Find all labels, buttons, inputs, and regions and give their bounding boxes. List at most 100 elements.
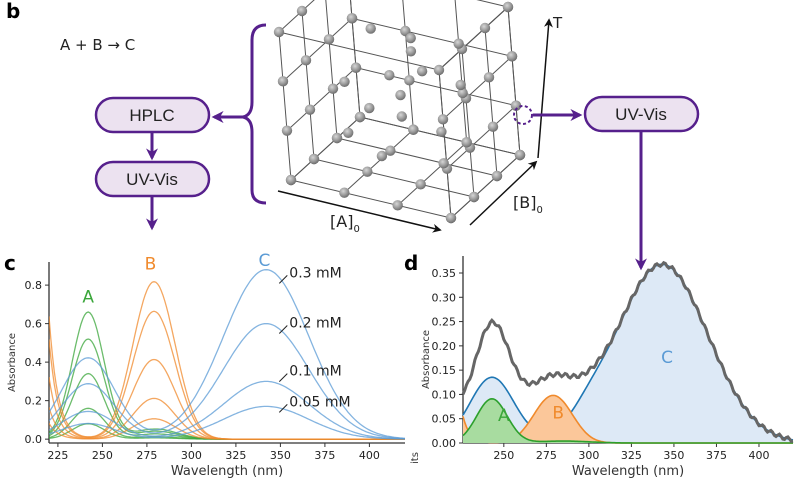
x-tick-label: 375 <box>314 449 335 462</box>
x-tick-label: 250 <box>493 449 514 462</box>
axis-a-arrow <box>277 190 442 233</box>
y-tick-label: 0.15 <box>432 364 457 377</box>
sample-point <box>433 64 445 76</box>
grid-line <box>290 116 361 181</box>
sample-point <box>415 179 426 190</box>
selected-sample-marker[interactable] <box>513 105 533 125</box>
sample-point <box>455 79 466 91</box>
x-tick-label: 400 <box>748 449 769 462</box>
x-tick-label: 275 <box>536 449 557 462</box>
series-C-line <box>49 380 405 440</box>
uvvis-left-label: UV-Vis <box>126 170 178 189</box>
chart-d: 250 275 300 325 350 375 400 0.00 0.05 0.10 0.15 0.2… <box>421 256 794 479</box>
y-tick-label: 0.25 <box>432 316 457 329</box>
sample-point <box>506 51 518 62</box>
y-tick-label: 0.2 <box>25 395 43 408</box>
y-tick-label: 0.8 <box>25 279 43 292</box>
sample-point <box>405 46 417 57</box>
y-tick-label: 0.35 <box>432 267 457 280</box>
sample-point <box>514 149 526 161</box>
annotation-A: A <box>498 406 510 426</box>
grid-line <box>336 137 498 177</box>
concentration-label: 0.05 mM <box>289 394 350 410</box>
label-leader <box>278 373 288 382</box>
sample-point <box>350 62 362 73</box>
sample-point <box>281 125 293 136</box>
sample-point <box>457 87 468 99</box>
label-leader <box>278 325 288 334</box>
axis-a-label: [A]0 <box>330 212 360 235</box>
annotation-B: B <box>145 255 157 275</box>
sample-point <box>376 150 388 162</box>
concentration-label: 0.3 mM <box>289 265 341 281</box>
sample-point <box>395 89 406 101</box>
sample-point <box>304 104 316 115</box>
sample-point <box>339 187 350 198</box>
sample-point <box>296 5 308 17</box>
y-tick-label: 0.10 <box>432 388 457 401</box>
panel-label-d: d <box>404 251 418 275</box>
sample-point <box>396 111 407 122</box>
sample-point <box>445 212 457 224</box>
sample-point <box>385 145 396 156</box>
x-tick-label: 325 <box>621 449 642 462</box>
series-C-line <box>49 322 405 440</box>
y-tick-label: 0.05 <box>432 413 457 426</box>
series-C-line <box>49 405 405 440</box>
grid-line <box>350 0 361 118</box>
grid-line <box>278 0 315 33</box>
y-tick-label: 0.20 <box>432 340 457 353</box>
annotation-C: C <box>661 348 673 368</box>
chart-c: 225 250 275 300 325 350 375 400 0.0 0.2 0.4 0.6 0.8 W… <box>7 251 405 479</box>
grid-line <box>438 69 452 219</box>
concentration-label: 0.2 mM <box>289 315 341 331</box>
component-c-fill <box>463 264 793 443</box>
x-axis-label: Wavelength (nm) <box>572 464 684 479</box>
grid-line <box>461 48 475 198</box>
y-tick-label: 0.0 <box>25 433 43 446</box>
x-tick-label: 250 <box>92 449 113 462</box>
sample-point <box>436 126 447 137</box>
sample-point <box>354 111 366 123</box>
x-tick-label: 325 <box>225 449 246 462</box>
sample-point <box>461 137 472 148</box>
series-B-line <box>49 310 405 440</box>
series-C-line <box>49 269 405 439</box>
x-tick-label: 400 <box>359 449 380 462</box>
hplc-box: HPLC <box>94 96 211 134</box>
sample-point <box>308 153 320 165</box>
component-a-line <box>462 397 793 444</box>
grid-line <box>290 179 452 219</box>
sample-point <box>453 38 464 49</box>
grid-line <box>450 154 521 219</box>
grid-line <box>476 0 509 8</box>
sample-point <box>405 32 416 44</box>
sample-point <box>408 124 419 135</box>
grid-line <box>442 55 513 120</box>
hplc-label: HPLC <box>129 106 174 125</box>
y-tick-label: 0.6 <box>25 318 43 331</box>
grid-line <box>278 31 440 71</box>
grid-line <box>397 141 468 206</box>
series-B-line <box>49 418 405 440</box>
reaction-equation: A + B → C <box>60 36 135 54</box>
grid-line <box>355 67 517 107</box>
sample-point <box>438 158 449 169</box>
experiment-grid-cube <box>273 0 526 224</box>
grid-line <box>278 31 292 181</box>
plot-area <box>49 269 405 440</box>
component-a-fill <box>463 398 793 443</box>
annotation-A: A <box>82 287 94 307</box>
x-tick-label: 350 <box>663 449 684 462</box>
grid-line <box>507 6 521 156</box>
x-tick-label: 225 <box>47 449 68 462</box>
annotation-B: B <box>552 404 564 424</box>
grid-line <box>438 6 509 71</box>
panel-label-c: c <box>4 251 16 275</box>
sample-point <box>346 13 358 24</box>
sample-point <box>384 70 395 81</box>
grid-line <box>343 129 414 194</box>
sample-point <box>323 34 335 45</box>
sample-point <box>273 26 285 38</box>
